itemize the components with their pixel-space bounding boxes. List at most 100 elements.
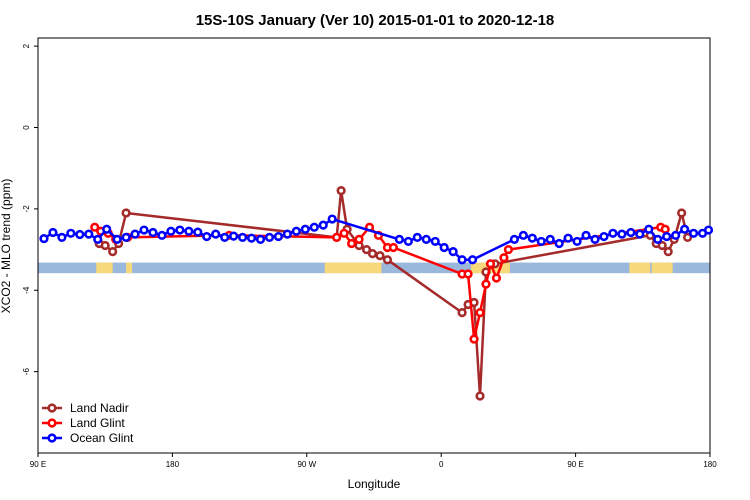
data-point: [121, 208, 131, 218]
data-point: [608, 228, 618, 238]
data-point: [660, 224, 670, 234]
data-point: [130, 229, 140, 239]
data-point: [48, 227, 58, 238]
data-point: [563, 233, 573, 243]
data-point: [536, 236, 546, 247]
data-point: [318, 220, 328, 230]
data-point: [688, 228, 699, 238]
data-point: [545, 234, 555, 244]
data-point: [332, 232, 342, 242]
land-band-segment: [502, 262, 510, 274]
data-point: [457, 255, 467, 265]
data-point: [361, 244, 372, 255]
y-tick-label: -6: [22, 368, 31, 376]
x-tick-label: 0: [439, 460, 444, 469]
y-tick-label: -2: [22, 205, 31, 213]
data-point: [657, 240, 667, 251]
series-ocean-glint: [39, 214, 714, 265]
land-band-segment: [126, 262, 133, 274]
data-point: [246, 233, 257, 243]
legend-label: Land Nadir: [70, 401, 129, 415]
data-point: [237, 232, 248, 242]
land-band-segment: [651, 262, 673, 274]
x-axis-ticks: 90 E 180 90 W 0 90 E 180: [30, 453, 717, 469]
data-point: [554, 238, 564, 249]
data-point: [703, 225, 714, 235]
data-point: [211, 229, 221, 239]
data-point: [112, 234, 122, 244]
series-land-glint: [90, 222, 670, 344]
data-point: [66, 228, 76, 238]
data-point: [175, 225, 185, 235]
data-point: [273, 231, 284, 242]
data-point: [166, 226, 176, 236]
data-point: [388, 242, 399, 253]
data-point: [457, 308, 467, 318]
data-point: [680, 224, 690, 234]
data-point: [347, 238, 357, 249]
data-point: [682, 232, 693, 242]
data-point: [84, 229, 94, 239]
data-point: [75, 229, 85, 240]
data-point: [394, 234, 404, 244]
data-point: [475, 391, 485, 401]
data-point: [463, 269, 473, 279]
data-point: [100, 240, 110, 251]
data-point: [193, 227, 203, 237]
data-point: [590, 234, 600, 244]
chart-title: 15S-10S January (Ver 10) 2015-01-01 to 2…: [196, 12, 555, 29]
data-point: [157, 230, 167, 240]
series-layer: [39, 185, 714, 401]
data-point: [93, 234, 103, 244]
data-point: [336, 185, 346, 196]
data-point: [581, 230, 591, 240]
data-point: [663, 247, 673, 257]
y-tick-label: 0: [22, 125, 31, 130]
plot-frame: [37, 37, 711, 454]
data-point: [499, 253, 509, 263]
data-point: [617, 229, 627, 239]
series-line: [98, 189, 689, 398]
legend-label: Land Glint: [70, 416, 125, 430]
data-point: [626, 227, 636, 238]
legend-marker: [47, 418, 57, 428]
data-point: [375, 251, 385, 261]
x-tick-label: 90 W: [297, 460, 316, 469]
data-point: [448, 247, 458, 257]
y-axis-label: XCO2 - MLO trend (ppm): [0, 179, 13, 314]
data-point: [671, 230, 681, 240]
data-point: [412, 232, 422, 242]
y-tick-label: 2: [22, 43, 31, 48]
data-point: [291, 226, 301, 236]
data-point: [518, 230, 528, 240]
data-point: [282, 229, 292, 239]
data-point: [354, 234, 364, 244]
series-land-nadir: [94, 185, 693, 401]
data-point: [108, 247, 118, 257]
data-point: [653, 234, 663, 244]
data-point: [644, 224, 654, 234]
data-point: [439, 242, 449, 253]
y-axis-ticks: 2 0 -2 -4 -6: [22, 43, 38, 375]
data-point: [57, 232, 67, 242]
legend-marker: [47, 403, 57, 413]
data-point: [491, 273, 502, 283]
data-point: [229, 231, 239, 241]
legend-marker: [47, 433, 57, 443]
x-tick-label: 180: [166, 460, 180, 469]
data-point: [677, 208, 687, 218]
data-point: [403, 236, 413, 247]
data-point: [339, 228, 349, 238]
data-point: [202, 231, 212, 242]
data-point: [475, 308, 485, 318]
land-band-segment: [96, 262, 113, 274]
data-point: [264, 232, 275, 242]
data-point: [121, 232, 131, 242]
data-point: [90, 222, 100, 232]
land-band-segment: [324, 262, 382, 274]
data-point: [139, 225, 149, 235]
data-point: [599, 231, 609, 242]
data-point: [367, 249, 378, 259]
x-tick-label: 180: [703, 460, 717, 469]
